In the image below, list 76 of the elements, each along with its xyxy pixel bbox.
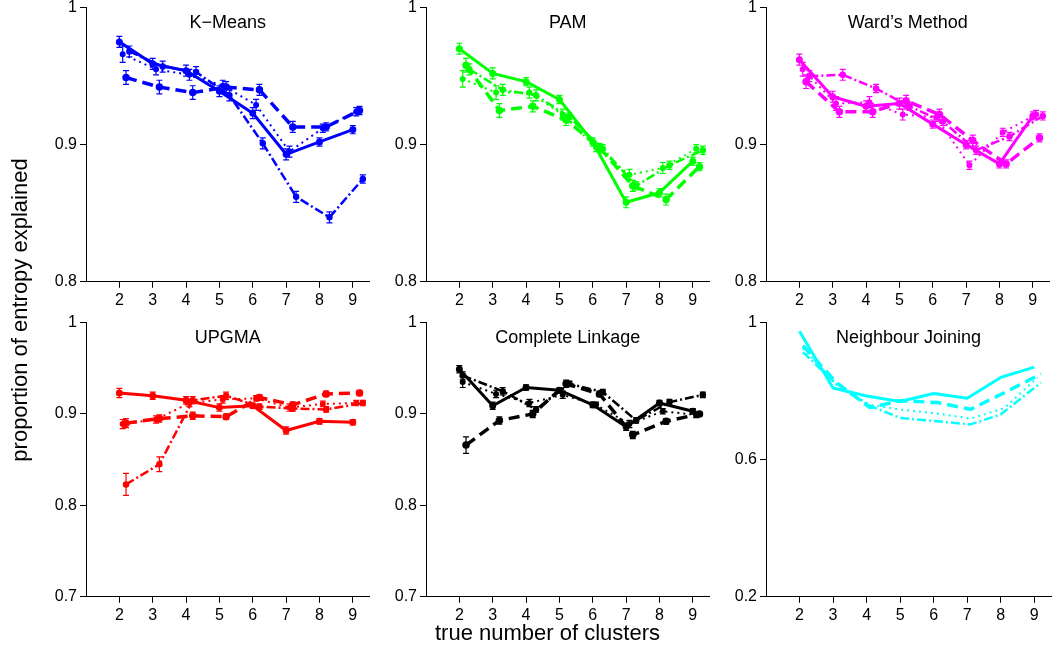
chart-title: Ward’s Method [847,11,968,32]
x-tick-label: 8 [315,290,325,308]
x-tick-label: 4 [181,290,191,308]
x-tick-label: 6 [248,290,258,308]
y-tick-label: 0.7 [394,587,418,605]
x-tick-label: 3 [488,290,498,308]
x-tick-label: 9 [688,605,698,623]
y-tick-label: 0.8 [54,272,78,290]
x-tick-label: 2 [114,605,124,623]
x-tick-label: 5 [214,605,224,623]
x-tick-label: 6 [248,605,258,623]
y-tick-label: 1 [408,313,418,331]
y-tick-label: 0.8 [394,272,418,290]
x-axis-title: true number of clusters [435,620,660,645]
y-tick-label: 1 [68,0,78,16]
x-tick-label: 2 [454,290,464,308]
y-tick-label: 0.9 [394,404,418,422]
x-tick-label: 7 [962,605,972,623]
x-tick-label: 4 [861,290,871,308]
y-tick-label: 0.7 [54,587,78,605]
x-tick-label: 4 [521,290,531,308]
x-tick-label: 9 [688,290,698,308]
x-tick-label: 6 [588,605,598,623]
x-tick-label: 8 [655,605,665,623]
y-tick-label: 0.9 [394,135,418,153]
x-tick-label: 4 [862,605,872,623]
y-axis-title: proportion of entropy explained [7,158,33,462]
x-tick-label: 2 [794,290,804,308]
x-tick-label: 8 [315,605,325,623]
y-tick-label: 1 [748,313,758,331]
x-tick-label: 6 [928,290,938,308]
y-tick-label: 0.6 [734,450,758,468]
x-tick-label: 9 [1028,290,1038,308]
x-tick-label: 5 [895,605,905,623]
x-tick-label: 7 [961,290,971,308]
x-tick-label: 8 [655,290,665,308]
x-tick-label: 5 [894,290,904,308]
x-tick-label: 3 [488,605,498,623]
x-tick-label: 3 [828,605,838,623]
x-tick-label: 6 [588,290,598,308]
y-tick-label: 0.2 [734,587,758,605]
x-tick-label: 9 [348,290,358,308]
chart-title: PAM [548,11,587,32]
x-tick-label: 5 [214,290,224,308]
y-tick-label: 0.9 [734,135,758,153]
x-tick-label: 5 [554,605,564,623]
x-tick-label: 2 [795,605,805,623]
x-tick-label: 5 [554,290,564,308]
x-tick-label: 7 [281,605,291,623]
x-tick-label: 9 [1029,605,1039,623]
x-tick-label: 4 [181,605,191,623]
x-tick-label: 3 [828,290,838,308]
y-tick-label: 0.9 [54,135,78,153]
x-tick-label: 2 [454,605,464,623]
x-tick-label: 7 [621,290,631,308]
x-tick-label: 6 [929,605,939,623]
y-tick-label: 1 [68,313,78,331]
y-tick-label: 0.9 [54,404,78,422]
chart-title: K−Means [189,11,267,32]
x-tick-label: 8 [996,605,1006,623]
x-tick-label: 8 [995,290,1005,308]
x-tick-label: 7 [281,290,291,308]
x-tick-label: 2 [114,290,124,308]
x-tick-label: 7 [621,605,631,623]
chart-title: UPGMA [194,326,261,347]
y-tick-label: 0.8 [394,495,418,513]
y-tick-label: 1 [408,0,418,16]
x-tick-label: 3 [148,290,158,308]
x-tick-label: 4 [521,605,531,623]
x-tick-label: 9 [348,605,358,623]
y-tick-label: 1 [748,0,758,16]
chart-title: Complete Linkage [495,326,641,347]
x-tick-label: 3 [148,605,158,623]
y-tick-label: 0.8 [734,272,758,290]
chart-title: Neighbour Joining [835,326,982,347]
y-tick-label: 0.8 [54,495,78,513]
